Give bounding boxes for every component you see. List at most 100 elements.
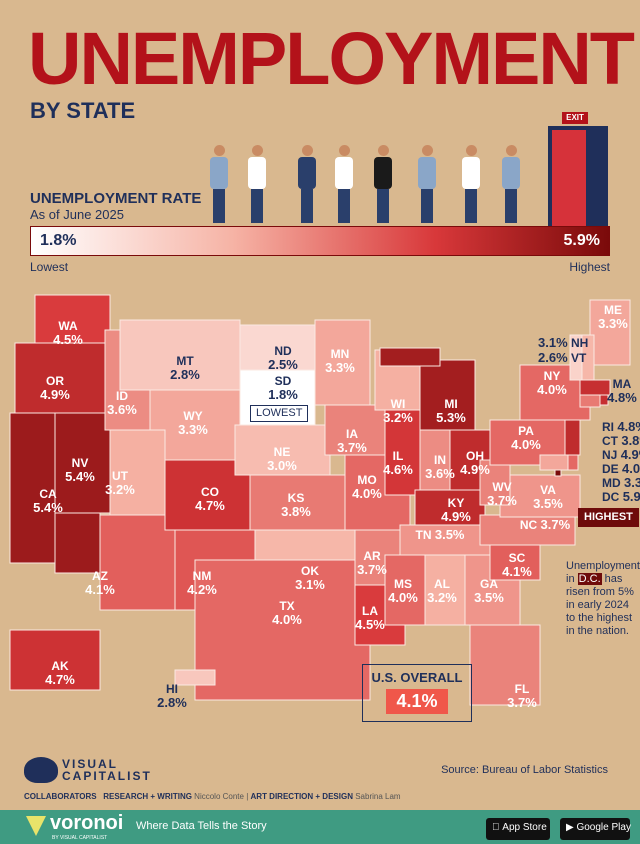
- state-value: 3.5%: [474, 590, 504, 605]
- state-value: 4.9%: [40, 387, 70, 402]
- state-label-tn: TN 3.5%: [416, 528, 465, 542]
- design-name: Sabrina Lam: [355, 792, 401, 801]
- state-ma: [579, 379, 611, 396]
- us-overall-value: 4.1%: [386, 689, 448, 714]
- state-value: 1.8%: [268, 387, 298, 402]
- state-abbr: TN: [415, 528, 432, 542]
- state-label-vt: 2.6% VT: [538, 351, 586, 365]
- state-abbr: MO: [357, 473, 377, 487]
- legend-gradient: [30, 226, 610, 256]
- state-label-ar: AR 3.7%: [357, 550, 387, 577]
- person-figure: [372, 145, 394, 225]
- state-value: 4.7%: [195, 498, 225, 513]
- state-va: [499, 474, 581, 518]
- state-abbr: WI: [390, 397, 406, 411]
- state-label-ga: GA 3.5%: [474, 578, 504, 605]
- research-label: RESEARCH + WRITING: [103, 792, 192, 801]
- state-abbr: CT: [602, 434, 618, 448]
- dc-note-highlight: D.C.: [577, 573, 602, 585]
- state-value: 4.1%: [502, 564, 532, 579]
- state-abbr: OK: [300, 564, 319, 578]
- state-label-wv: WV 3.7%: [487, 481, 517, 508]
- state-value: 4.0%: [622, 461, 640, 476]
- person-figure: [500, 145, 522, 225]
- state-abbr: GA: [479, 577, 498, 591]
- person-figure: [296, 145, 318, 225]
- dc-note-text-2: has risen from 5% in early 2024 to the h…: [566, 573, 634, 637]
- state-abbr: MI: [444, 397, 458, 411]
- state-label-ok: OK 3.1%: [295, 565, 325, 592]
- state-label-oh: OH 4.9%: [460, 450, 490, 477]
- collab-label: COLLABORATORS: [24, 792, 97, 801]
- legend-max: 5.9%: [563, 232, 600, 249]
- state-label-or: OR 4.9%: [40, 375, 70, 402]
- state-label-la: LA 4.5%: [355, 605, 385, 632]
- us-overall-label: U.S. OVERALL: [371, 670, 463, 685]
- state-value: 4.2%: [187, 582, 217, 597]
- state-value: 3.2%: [427, 590, 457, 605]
- state-abbr: NY: [543, 369, 561, 383]
- state-value: 3.3%: [624, 475, 640, 490]
- state-al: [424, 554, 466, 626]
- state-label-mt: MT 2.8%: [170, 355, 200, 382]
- state-abbr: AR: [363, 549, 381, 563]
- state-value: 5.9%: [622, 489, 640, 504]
- state-abbr: IL: [392, 449, 404, 463]
- state-wv: [479, 459, 511, 506]
- state-nd: [239, 324, 316, 371]
- state-abbr: KY: [447, 496, 465, 510]
- legend-min: 1.8%: [40, 232, 77, 249]
- state-nc: [479, 514, 576, 546]
- app-store-button[interactable]:  App Store: [486, 818, 550, 840]
- legend-low-label: Lowest: [30, 260, 69, 274]
- state-az: [99, 514, 181, 611]
- state-value: 3.8%: [621, 433, 640, 448]
- state-label-ky: KY 4.9%: [441, 497, 471, 524]
- state-abbr: UT: [111, 469, 128, 483]
- state-ms: [384, 554, 426, 626]
- state-abbr: NC: [519, 518, 538, 532]
- state-abbr: NJ: [602, 448, 618, 462]
- state-label-al: AL 3.2%: [427, 578, 457, 605]
- voronoi-brand[interactable]: voronoi: [50, 812, 124, 834]
- state-label-az: AZ 4.1%: [85, 570, 115, 597]
- state-value: 3.6%: [107, 402, 137, 417]
- state-label-nc: NC 3.7%: [520, 518, 570, 532]
- state-value: 4.9%: [460, 462, 490, 477]
- state-label-ut: UT 3.2%: [105, 470, 135, 497]
- state-value: 5.4%: [33, 500, 63, 515]
- dc-note-text: Unemployment in: [566, 560, 640, 585]
- state-ut: [109, 429, 166, 516]
- state-label-nv: NV 5.4%: [65, 457, 95, 484]
- state-label-nj: NJ 4.9%: [602, 448, 640, 462]
- state-ct: [579, 394, 601, 408]
- state-abbr: TX: [279, 599, 295, 613]
- state-label-fl: FL 3.7%: [507, 683, 537, 710]
- state-value: 3.7%: [337, 440, 367, 455]
- state-abbr: DE: [602, 462, 619, 476]
- state-label-nd: ND 2.5%: [268, 345, 298, 372]
- state-wa: [34, 294, 111, 344]
- state-value: 3.5%: [533, 496, 563, 511]
- state-label-wi: WI 3.2%: [383, 398, 413, 425]
- state-abbr: NV: [71, 456, 89, 470]
- state-value: 4.0%: [537, 382, 567, 397]
- state-value: 2.5%: [268, 357, 298, 372]
- google-play-label: Google Play: [576, 822, 631, 833]
- exit-sign: EXIT: [562, 112, 588, 124]
- state-abbr: NH: [570, 336, 589, 350]
- state-value: 3.1%: [295, 577, 325, 592]
- state-value: 3.3%: [325, 360, 355, 375]
- state-value: 4.0%: [352, 486, 382, 501]
- state-label-ia: IA 3.7%: [337, 428, 367, 455]
- state-abbr: AZ: [91, 569, 108, 583]
- state-vt: [569, 334, 583, 381]
- state-abbr: SD: [274, 374, 292, 388]
- state-abbr: CO: [200, 485, 219, 499]
- google-play-button[interactable]: ▶ Google Play: [560, 818, 631, 840]
- state-ks: [249, 474, 346, 531]
- state-label-nm: NM 4.2%: [187, 570, 217, 597]
- state-fl: [469, 624, 541, 706]
- state-abbr: OR: [45, 374, 64, 388]
- state-abbr: ND: [274, 344, 292, 358]
